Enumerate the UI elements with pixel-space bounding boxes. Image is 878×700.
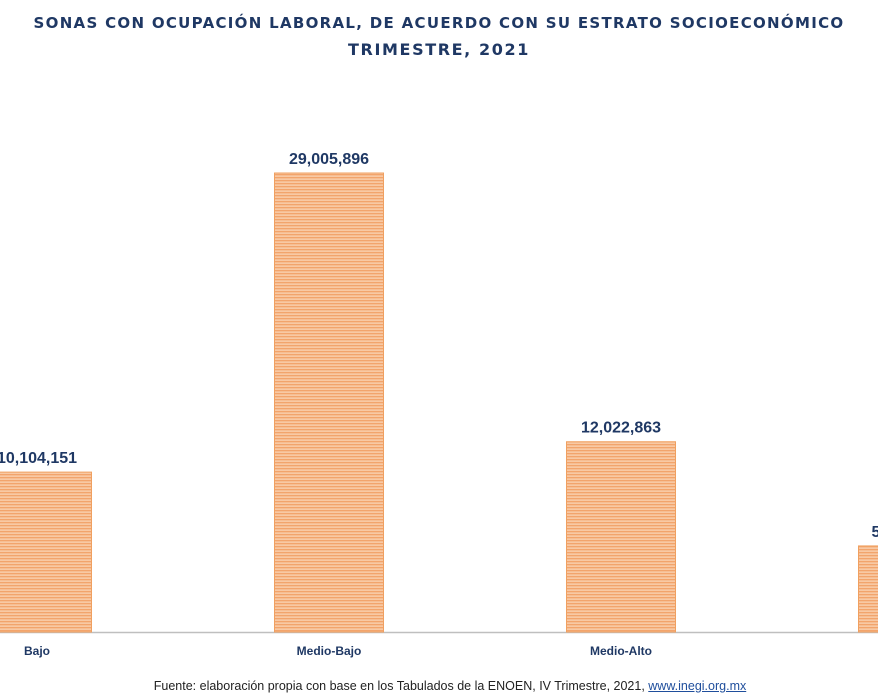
category-label: Medio-Alto: [590, 644, 652, 658]
data-label: 10,104,151: [0, 450, 77, 467]
data-label: 5: [872, 524, 878, 541]
data-label: 12,022,863: [581, 420, 661, 437]
bar-item-3: [858, 545, 878, 633]
source-text: Fuente: elaboración propia con base en l…: [153, 679, 649, 693]
chart-title-line-2: TRIMESTRE, 2021: [348, 40, 530, 59]
bar-medio-bajo: [274, 172, 384, 633]
bar-medio-alto: [566, 441, 676, 633]
data-label: 29,005,896: [289, 151, 369, 168]
source-footer: Fuente: elaboración propia con base en l…: [0, 679, 878, 693]
bar-bajo: [0, 471, 92, 633]
category-label: Bajo: [24, 644, 50, 658]
category-label: Medio-Bajo: [297, 644, 362, 658]
source-link[interactable]: www.inegi.org.mx: [648, 679, 747, 693]
chart-title-line-1: SONAS CON OCUPACIÓN LABORAL, DE ACUERDO …: [33, 14, 845, 32]
